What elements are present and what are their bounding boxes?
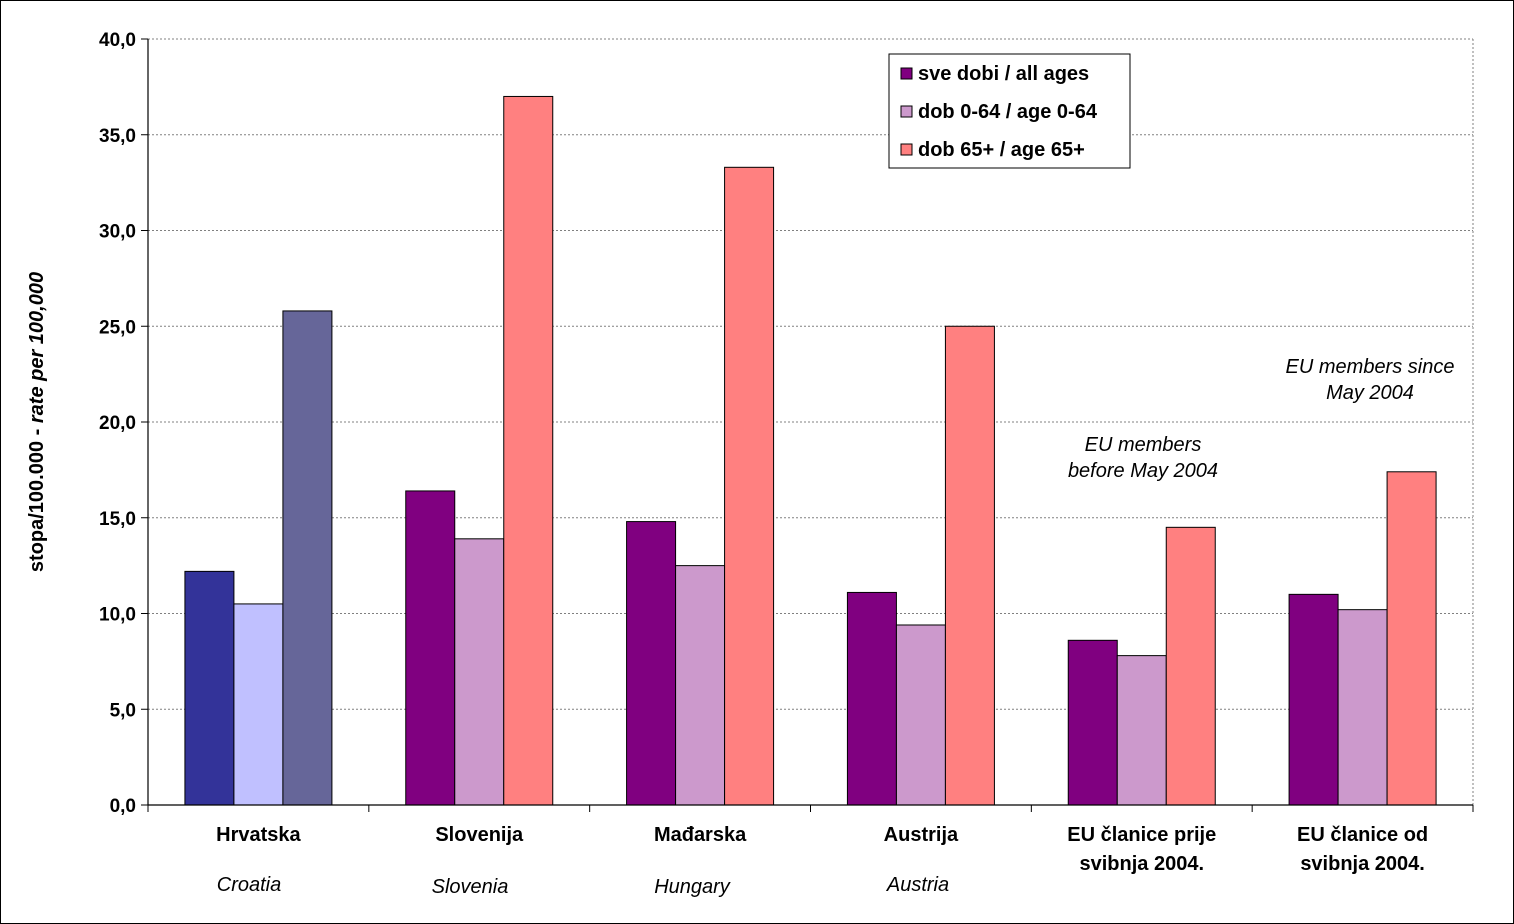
y-tick-label: 15,0 bbox=[99, 509, 136, 530]
y-tick-label: 5,0 bbox=[110, 700, 136, 721]
y-tick-label: 0,0 bbox=[110, 796, 136, 817]
y-tick-label: 35,0 bbox=[99, 126, 136, 147]
bar bbox=[1386, 471, 1437, 806]
chart-annotation: EU members since bbox=[1286, 356, 1455, 378]
legend: sve dobi / all ages dob 0-64 / age 0-64 do… bbox=[888, 53, 1131, 169]
legend-label: dob 0-64 / age 0-64 bbox=[918, 101, 1098, 123]
y-axis-title-part: stopa/100.000 - bbox=[26, 423, 48, 572]
x-category-label: svibnja 2004. bbox=[1300, 853, 1425, 875]
bar bbox=[405, 490, 456, 806]
legend-swatch bbox=[900, 105, 913, 118]
bar bbox=[724, 166, 775, 806]
x-category-label: svibnja 2004. bbox=[1079, 853, 1204, 875]
legend-swatch bbox=[900, 143, 913, 156]
y-tick-label: 10,0 bbox=[99, 605, 136, 626]
x-category-label: Mađarska bbox=[654, 824, 747, 846]
legend-swatch bbox=[900, 67, 913, 80]
bar bbox=[1165, 526, 1216, 806]
x-category-label: EU članice od bbox=[1297, 824, 1428, 846]
x-category-label: Slovenija bbox=[435, 824, 524, 846]
legend-box bbox=[888, 53, 1131, 169]
y-tick-label: 25,0 bbox=[99, 317, 136, 338]
legend-label: sve dobi / all ages bbox=[918, 63, 1089, 85]
chart-annotation: EU members bbox=[1085, 434, 1202, 456]
x-category-label: Hrvatska bbox=[216, 824, 301, 846]
bar bbox=[184, 570, 235, 806]
legend-label: dob 65+ / age 65+ bbox=[918, 139, 1085, 161]
x-category-label: Austrija bbox=[884, 824, 959, 846]
bar bbox=[503, 95, 554, 806]
y-tick-label: 30,0 bbox=[99, 222, 136, 243]
bar bbox=[846, 591, 897, 806]
x-category-subtitle: Slovenia bbox=[432, 876, 509, 898]
x-category-subtitle: Austria bbox=[886, 874, 949, 896]
x-category-subtitle: Croatia bbox=[217, 874, 281, 896]
y-axis-title-part: rate per 100,000 bbox=[26, 272, 48, 423]
y-tick-label: 40,0 bbox=[99, 30, 136, 51]
bar bbox=[454, 538, 505, 806]
y-axis-title: stopa/100.000 - rate per 100,000 bbox=[26, 272, 48, 572]
x-category-subtitle: Hungary bbox=[654, 876, 731, 898]
bar bbox=[895, 624, 946, 806]
bar bbox=[1288, 593, 1339, 806]
bar bbox=[233, 603, 284, 806]
bar bbox=[1337, 609, 1388, 806]
x-category-label: EU članice prije bbox=[1067, 824, 1216, 846]
bar bbox=[626, 521, 677, 806]
bar bbox=[675, 565, 726, 806]
chart-annotation: May 2004 bbox=[1326, 382, 1414, 404]
bar bbox=[1116, 655, 1167, 806]
bar bbox=[282, 310, 333, 806]
chart-annotation: before May 2004 bbox=[1068, 460, 1218, 482]
bar bbox=[944, 325, 995, 806]
y-tick-label: 20,0 bbox=[99, 413, 136, 434]
bar bbox=[1067, 639, 1118, 806]
